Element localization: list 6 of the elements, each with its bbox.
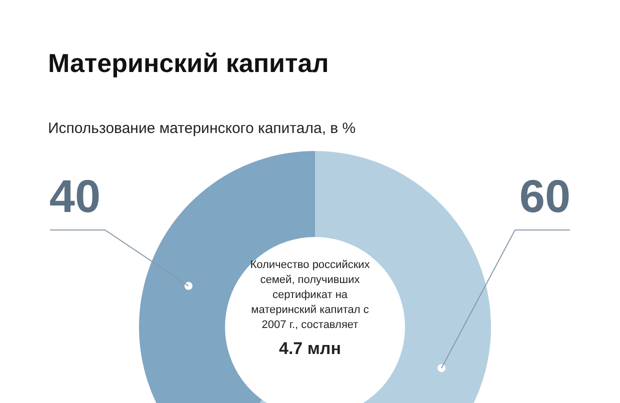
text: Количество российских семей, получивших сертификат на материнский капитал с 2007 г., составляет (249, 258, 371, 333)
chart-subtitle: Использование материнского капитала, в % (48, 120, 356, 137)
data-label: 40 (49, 170, 101, 222)
chart-title: Материнский капитал (48, 48, 329, 79)
data-label: 60 (519, 170, 571, 222)
text: 4.7 млн (278, 339, 342, 358)
